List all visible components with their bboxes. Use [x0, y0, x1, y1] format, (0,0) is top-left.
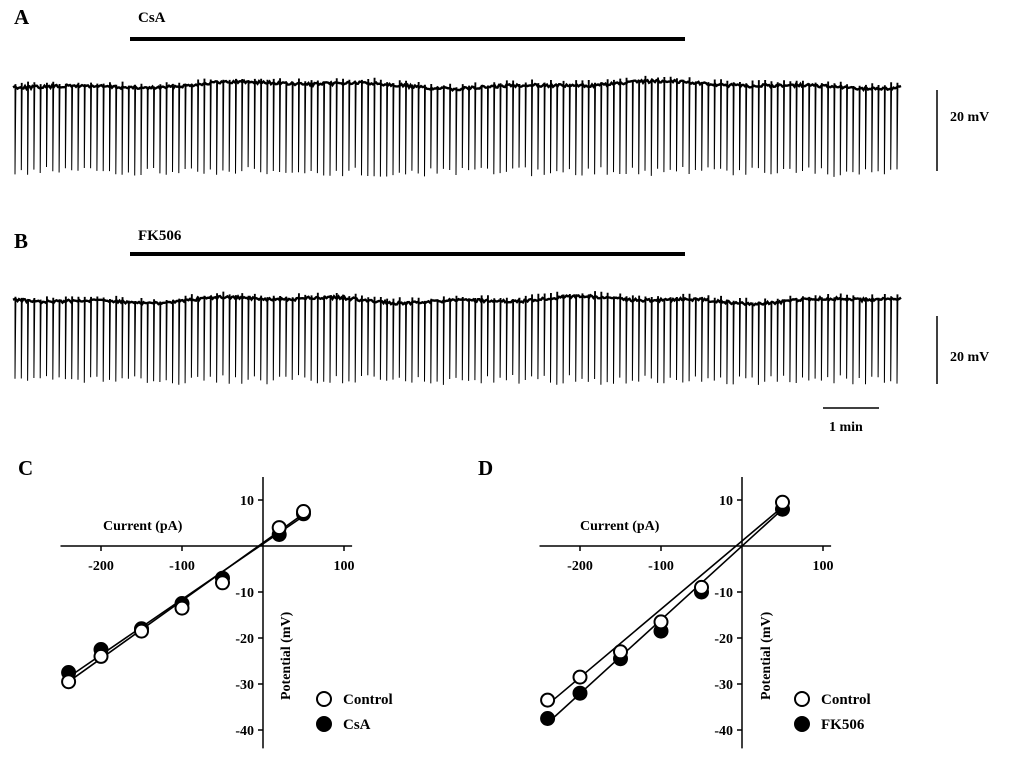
panel-a-label: A [14, 5, 30, 29]
data-point-control [572, 669, 588, 685]
y-ticks: 10 -10 -20 -30 -40 [235, 494, 263, 739]
panel-a: A CsA 20 mV [12, 5, 989, 177]
data-point-control [61, 674, 77, 690]
data-points [540, 494, 790, 726]
legend-marker-control [794, 691, 810, 707]
legend: Control FK506 [794, 691, 871, 733]
y-tick-label: -20 [235, 632, 254, 647]
data-point-control [653, 614, 669, 630]
legend-marker-fk506 [794, 716, 810, 732]
resting-baseline-a [12, 77, 902, 92]
data-point-fk506 [572, 685, 588, 701]
y-tick-label: -30 [714, 678, 733, 693]
y-axis-title: Potential (mV) [759, 611, 774, 700]
data-point-control [540, 692, 556, 708]
y-tick-label: -20 [714, 632, 733, 647]
data-point-control [613, 644, 628, 660]
time-scale-label: 1 min [829, 420, 863, 435]
y-axis-title: Potential (mV) [279, 611, 294, 700]
data-point-control [775, 494, 790, 510]
data-point-control [93, 648, 109, 664]
panel-d-label: D [478, 456, 493, 480]
x-tick-label: -200 [567, 559, 593, 574]
data-point-control [694, 579, 709, 595]
voltage-scale-label-b: 20 mV [950, 350, 989, 365]
y-tick-label: -30 [235, 678, 254, 693]
x-tick-label: 100 [813, 559, 834, 574]
x-ticks: -200 -100 100 [567, 546, 834, 574]
legend-label-csa: CsA [343, 717, 371, 733]
voltage-scale-label-a: 20 mV [950, 110, 989, 125]
legend-label-fk506: FK506 [821, 717, 865, 733]
y-tick-label: 10 [719, 494, 733, 509]
legend-label-control: Control [343, 692, 393, 708]
legend-marker-csa [316, 716, 332, 732]
data-point-control [134, 623, 149, 639]
x-tick-label: -100 [169, 559, 195, 574]
drug-label-fk506: FK506 [138, 228, 182, 244]
y-tick-label: 10 [240, 494, 254, 509]
panel-c: C -200 -100 100 10 -10 -20 -30 -40 Current (pA… [18, 456, 393, 749]
resting-baseline-b [12, 293, 902, 307]
y-tick-label: -40 [714, 724, 733, 739]
y-tick-label: -10 [714, 586, 733, 601]
data-point-control [174, 600, 190, 616]
x-tick-label: 100 [334, 559, 355, 574]
data-points [61, 504, 311, 690]
y-tick-label: -40 [235, 724, 254, 739]
fit-line-control [547, 506, 784, 706]
drug-label-csa: CsA [138, 10, 166, 26]
data-point-control [215, 575, 230, 591]
data-point-control [296, 504, 311, 519]
x-tick-label: -100 [648, 559, 674, 574]
x-axis-title: Current (pA) [580, 519, 660, 534]
panel-b: B FK506 20 mV 1 min [12, 228, 989, 435]
x-axis-title: Current (pA) [103, 519, 183, 534]
panel-b-label: B [14, 229, 28, 253]
panel-d: D -200 -100 100 10 -10 -20 -30 -40 Current (pA… [478, 456, 871, 749]
y-tick-label: -10 [235, 586, 254, 601]
membrane-potential-trace-b [14, 291, 899, 385]
membrane-potential-trace-a [14, 75, 899, 177]
data-point-fk506 [540, 711, 556, 726]
data-point-control [271, 520, 287, 536]
x-ticks: -200 -100 100 [88, 546, 355, 574]
legend-label-control: Control [821, 692, 871, 708]
x-tick-label: -200 [88, 559, 114, 574]
y-ticks: 10 -10 -20 -30 -40 [714, 494, 742, 739]
panel-c-label: C [18, 456, 33, 480]
legend: Control CsA [316, 691, 393, 733]
legend-marker-control [316, 691, 332, 707]
